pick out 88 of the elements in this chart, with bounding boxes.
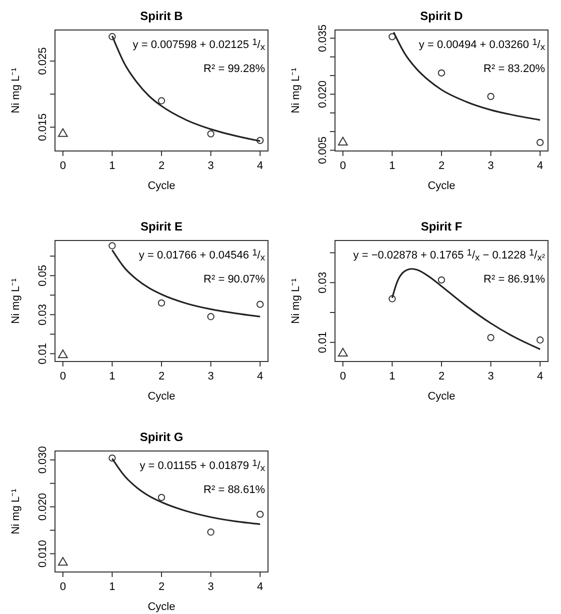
- x-tick-label: 2: [158, 160, 165, 172]
- point: [108, 242, 116, 250]
- x-axis-title: Cycle: [148, 390, 176, 402]
- x-tick-label: 2: [438, 160, 445, 172]
- y-axis-title: Ni mg L⁻¹: [290, 67, 302, 114]
- x-axis-title: Cycle: [148, 180, 176, 192]
- annotation: y = 0.00494 + 0.03260 $^{1}$/$_{x}$: [418, 36, 546, 52]
- x-axis-title: Cycle: [428, 390, 456, 402]
- point: [388, 295, 396, 302]
- x-axis-title: Cycle: [148, 601, 176, 613]
- y-tick-label: 0.01: [37, 342, 49, 364]
- point: [207, 313, 214, 320]
- x-tick-label: 4: [537, 160, 544, 172]
- x-tick-label: 4: [257, 370, 264, 382]
- annotation: R² = 86.91%: [484, 274, 546, 286]
- chart-title: Spirit E: [140, 220, 183, 234]
- y-tick-label: 0.025: [37, 47, 49, 75]
- y-tick-label: 0.035: [317, 24, 329, 52]
- point: [438, 276, 446, 284]
- x-tick-label: 3: [208, 370, 214, 382]
- point: [158, 299, 166, 307]
- y-tick-label: 0.020: [37, 493, 49, 521]
- point: [207, 130, 214, 138]
- y-axis-title: Ni mg L⁻¹: [10, 488, 22, 534]
- point: [256, 300, 264, 308]
- x-tick-label: 4: [257, 581, 264, 593]
- point: [256, 136, 264, 144]
- point: [487, 92, 494, 100]
- x-tick-label: 2: [158, 370, 165, 382]
- point: [338, 136, 348, 146]
- x-tick-label: 0: [340, 370, 346, 382]
- x-tick-label: 0: [340, 160, 346, 172]
- y-tick-label: 0.015: [37, 113, 49, 141]
- x-tick-label: 2: [158, 581, 165, 593]
- y-tick-label: 0.05: [37, 264, 49, 286]
- point: [487, 334, 494, 342]
- y-axis-title: Ni mg L⁻¹: [10, 278, 22, 324]
- y-axis-title: Ni mg L⁻¹: [10, 67, 22, 114]
- point: [207, 528, 214, 536]
- y-tick-label: 0.03: [317, 272, 329, 294]
- chart-title: Spirit B: [140, 9, 184, 23]
- annotation: R² = 99.28%: [204, 63, 266, 75]
- point: [58, 557, 68, 566]
- x-tick-label: 1: [389, 370, 396, 382]
- annotation: R² = 83.20%: [484, 63, 546, 75]
- chart-title: Spirit D: [420, 9, 464, 23]
- annotation: R² = 90.07%: [204, 274, 266, 286]
- x-tick-label: 1: [109, 581, 116, 593]
- y-tick-label: 0.010: [37, 540, 49, 568]
- y-tick-label: 0.01: [317, 332, 329, 354]
- y-tick-label: 0.005: [317, 136, 329, 164]
- point: [338, 348, 348, 356]
- x-tick-label: 3: [208, 160, 214, 172]
- annotation: y = −0.02878 + 0.1765 $^{1}$/$_{x}$ − 0.1228 $^{1}$/$_{x²}$: [353, 247, 545, 262]
- point: [58, 349, 68, 358]
- point: [536, 138, 544, 146]
- x-tick-label: 1: [109, 370, 116, 382]
- x-tick-label: 3: [488, 160, 494, 172]
- x-tick-label: 2: [438, 370, 445, 382]
- x-tick-label: 3: [488, 370, 494, 382]
- y-tick-label: 0.030: [37, 446, 49, 474]
- x-tick-label: 1: [389, 160, 396, 172]
- point: [158, 97, 166, 104]
- y-axis-title: Ni mg L⁻¹: [290, 278, 302, 324]
- annotation: R² = 88.61%: [204, 484, 266, 496]
- annotation: y = 0.01766 + 0.04546 $^{1}$/$_{x}$: [138, 247, 266, 262]
- point: [536, 336, 544, 344]
- point: [158, 494, 166, 502]
- x-tick-label: 3: [208, 581, 214, 593]
- x-tick-label: 0: [60, 581, 66, 593]
- x-tick-label: 4: [537, 370, 544, 382]
- x-axis-title: Cycle: [428, 180, 456, 192]
- point: [388, 33, 396, 40]
- chart-title: Spirit G: [140, 430, 184, 444]
- annotation: y = 0.01155 + 0.01879 $^{1}$/$_{x}$: [140, 458, 266, 473]
- point: [256, 510, 264, 518]
- x-tick-label: 1: [109, 160, 116, 172]
- chart-title: Spirit F: [420, 220, 462, 234]
- y-tick-label: 0.03: [37, 304, 49, 326]
- point: [438, 69, 446, 77]
- point: [108, 454, 116, 462]
- x-tick-label: 0: [60, 370, 66, 382]
- x-tick-label: 0: [60, 160, 66, 172]
- y-tick-label: 0.020: [317, 80, 329, 108]
- annotation: y = 0.007598 + 0.02125 $^{1}$/$_{x}$: [132, 36, 266, 52]
- point: [108, 33, 116, 40]
- point: [58, 128, 68, 137]
- x-tick-label: 4: [257, 160, 264, 172]
